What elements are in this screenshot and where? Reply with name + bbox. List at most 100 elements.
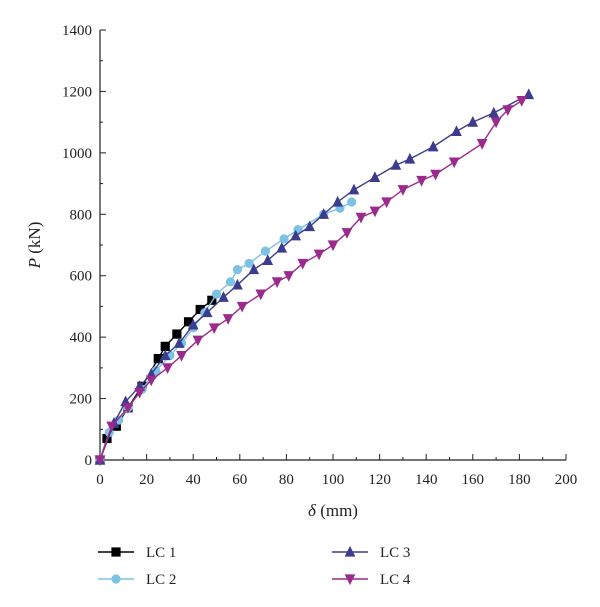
data-point bbox=[187, 318, 199, 330]
data-point bbox=[176, 350, 187, 362]
data-point bbox=[341, 228, 353, 239]
data-point bbox=[344, 545, 356, 557]
data-point bbox=[390, 159, 402, 170]
data-point bbox=[244, 258, 254, 269]
x-tick-label: 40 bbox=[186, 472, 201, 488]
data-point bbox=[172, 329, 182, 339]
data-point bbox=[260, 246, 271, 256]
y-tick-label: 0 bbox=[85, 453, 93, 469]
series-line bbox=[99, 201, 352, 461]
data-point bbox=[332, 195, 344, 207]
data-point bbox=[232, 278, 243, 290]
x-tick-label: 160 bbox=[462, 472, 485, 488]
data-point bbox=[416, 175, 427, 187]
data-point bbox=[159, 349, 171, 361]
y-ticks: 0 200 400 600 800 1000 1200 1400 bbox=[62, 23, 106, 469]
legend-item: LC 1 bbox=[98, 545, 176, 561]
legend-item: LC 4 bbox=[332, 572, 411, 588]
data-point bbox=[192, 335, 204, 347]
legend-label: LC 1 bbox=[146, 545, 176, 561]
x-tick-label: 20 bbox=[139, 472, 154, 488]
x-tick-label: 120 bbox=[368, 472, 391, 488]
y-tick-label: 1000 bbox=[62, 146, 92, 162]
data-point bbox=[290, 229, 302, 241]
y-axis-title: P (kN) bbox=[25, 222, 44, 270]
data-point bbox=[208, 323, 220, 335]
data-point bbox=[369, 206, 381, 218]
x-tick-label: 180 bbox=[508, 472, 531, 488]
y-tick-label: 200 bbox=[70, 392, 93, 408]
data-point bbox=[397, 185, 409, 196]
data-point bbox=[297, 258, 309, 270]
data-point bbox=[218, 291, 229, 302]
data-point bbox=[283, 271, 295, 282]
data-point bbox=[516, 96, 528, 107]
legend-item: LC 2 bbox=[98, 572, 176, 588]
series-line bbox=[99, 93, 530, 461]
data-point bbox=[134, 387, 145, 399]
x-tick-label: 200 bbox=[555, 472, 578, 488]
x-tick-label: 0 bbox=[96, 472, 104, 488]
data-point bbox=[145, 375, 157, 387]
series-layer bbox=[94, 88, 535, 467]
data-point bbox=[211, 289, 222, 299]
series-3 bbox=[94, 88, 535, 465]
data-point bbox=[344, 574, 356, 586]
y-tick-label: 1200 bbox=[62, 84, 92, 100]
x-axis-symbol: δ bbox=[308, 501, 317, 520]
series-line bbox=[99, 100, 523, 461]
data-point bbox=[318, 208, 330, 219]
x-tick-label: 60 bbox=[232, 472, 247, 488]
data-point bbox=[427, 140, 439, 152]
legend-item: LC 3 bbox=[332, 545, 410, 561]
y-tick-label: 800 bbox=[70, 207, 93, 223]
data-point bbox=[327, 240, 339, 252]
data-point bbox=[236, 301, 248, 313]
data-point bbox=[279, 234, 289, 244]
data-point bbox=[271, 277, 283, 288]
data-point bbox=[313, 249, 325, 261]
x-axis-unit: (mm) bbox=[316, 501, 358, 520]
data-point bbox=[276, 241, 288, 253]
data-point bbox=[490, 117, 502, 129]
data-point bbox=[347, 197, 357, 207]
data-point bbox=[381, 197, 392, 209]
data-point bbox=[225, 277, 236, 287]
data-point bbox=[262, 254, 274, 265]
y-tick-label: 1400 bbox=[62, 23, 92, 39]
data-point bbox=[162, 363, 173, 374]
x-tick-label: 140 bbox=[415, 472, 438, 488]
y-tick-label: 600 bbox=[70, 269, 93, 285]
data-point bbox=[502, 105, 514, 116]
legend-label: LC 4 bbox=[380, 572, 411, 588]
data-point bbox=[488, 106, 500, 118]
y-axis-symbol: P bbox=[25, 258, 44, 269]
data-point bbox=[94, 455, 106, 467]
data-point bbox=[451, 125, 462, 136]
data-point bbox=[430, 169, 441, 181]
series-2 bbox=[95, 197, 357, 465]
data-point bbox=[369, 171, 381, 183]
series-4 bbox=[94, 96, 528, 467]
data-point bbox=[467, 116, 479, 127]
data-point bbox=[122, 403, 134, 414]
x-tick-label: 80 bbox=[279, 472, 294, 488]
data-point bbox=[348, 183, 360, 195]
data-point bbox=[222, 314, 234, 325]
data-point bbox=[476, 139, 488, 150]
data-point bbox=[173, 337, 185, 348]
legend-label: LC 3 bbox=[380, 545, 410, 561]
x-axis-title: δ (mm) bbox=[308, 501, 358, 520]
data-point bbox=[201, 306, 213, 318]
x-ticks: 0 20 40 60 80 100 120 140 160 180 200 bbox=[96, 454, 577, 488]
y-tick-label: 400 bbox=[70, 330, 93, 346]
data-point bbox=[106, 421, 117, 433]
data-point bbox=[248, 263, 260, 275]
data-point bbox=[111, 574, 121, 584]
legend-label: LC 2 bbox=[146, 572, 176, 588]
data-point bbox=[355, 212, 367, 224]
x-tick-label: 100 bbox=[322, 472, 345, 488]
data-point bbox=[304, 220, 316, 232]
data-point bbox=[111, 547, 121, 557]
